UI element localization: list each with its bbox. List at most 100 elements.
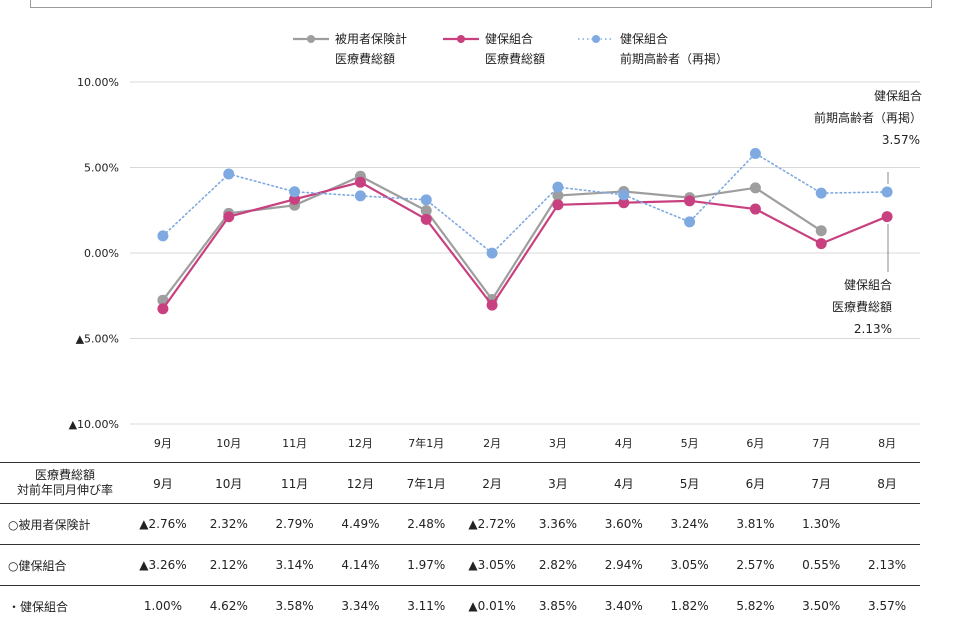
data-point [750,148,761,159]
x-tick-label: 12月 [348,437,373,450]
data-point [816,225,827,236]
legend-label: 前期高齢者（再掲） [620,51,728,66]
legend-label: 被用者保険計 [335,31,407,46]
value-cell [854,504,920,545]
value-cell: 3.11% [393,586,459,626]
value-cell: 3.34% [328,586,394,626]
callout-text: 2.13% [854,322,892,336]
data-point [157,303,168,314]
callout-text: 健保組合 [844,277,892,292]
month-header-cell: 6月 [723,463,789,504]
data-point [882,186,893,197]
value-cell: ▲3.05% [459,545,525,586]
value-cell: 3.24% [657,504,723,545]
value-cell: 2.32% [196,504,262,545]
value-cell: 3.85% [525,586,591,626]
row-label: ○健保組合 [0,545,130,586]
callout-text: 医療費総額 [832,299,892,314]
y-tick-label: 5.00% [84,162,119,175]
row-label: ○被用者保険計 [0,504,130,545]
value-cell: 3.81% [723,504,789,545]
callout-text: 3.57% [882,133,920,147]
data-point [355,190,366,201]
month-header-cell: 2月 [459,463,525,504]
value-cell: 4.62% [196,586,262,626]
value-cell: 3.57% [854,586,920,626]
value-cell: 0.55% [788,545,854,586]
row-label: ・健保組合 [0,586,130,626]
series-lines [157,148,892,314]
y-tick-label: 10.00% [77,76,119,89]
month-header-cell: 7月 [788,463,854,504]
data-point [882,211,893,222]
series-2 [157,148,892,259]
table-row: ○被用者保険計▲2.76%2.32%2.79%4.49%2.48%▲2.72%3… [0,504,920,545]
value-cell: ▲2.76% [130,504,196,545]
value-cell: 3.40% [591,586,657,626]
data-point [552,199,563,210]
x-tick-label: 8月 [878,437,896,450]
series-0 [157,171,826,306]
value-cell: 5.82% [723,586,789,626]
value-cell: 1.82% [657,586,723,626]
y-axis-ticks: 10.00%5.00%0.00%▲5.00%▲10.00% [69,76,119,431]
x-tick-label: 2月 [483,437,501,450]
value-cell: 3.14% [262,545,328,586]
value-cell: 2.12% [196,545,262,586]
month-header-cell: 5月 [657,463,723,504]
value-cell: 1.97% [393,545,459,586]
y-tick-label: ▲10.00% [69,418,119,431]
data-point [552,182,563,193]
data-point [487,248,498,259]
value-cell: ▲0.01% [459,586,525,626]
month-header-cell: 11月 [262,463,328,504]
month-header-cell: 9月 [130,463,196,504]
data-point [684,216,695,227]
legend-swatch-marker [457,35,465,43]
header-label-line: 対前年同月伸び率 [0,483,130,498]
month-header-cell: 10月 [196,463,262,504]
data-point [750,204,761,215]
legend-swatch-marker [307,35,315,43]
y-tick-label: 0.00% [84,247,119,260]
callout-text: 前期高齢者（再掲） [814,110,922,125]
value-cell: 2.94% [591,545,657,586]
series-line [163,176,821,300]
legend-label: 医療費総額 [335,51,395,66]
value-cell: 2.57% [723,545,789,586]
legend-label: 健保組合 [620,31,668,46]
legend-label: 健保組合 [485,31,533,46]
x-tick-label: 7年1月 [408,436,444,450]
x-tick-label: 6月 [746,437,764,450]
data-point [750,182,761,193]
data-point [157,230,168,241]
table-header-label: 医療費総額対前年同月伸び率 [0,463,130,504]
x-tick-label: 4月 [615,437,633,450]
data-point [355,177,366,188]
value-cell: ▲2.72% [459,504,525,545]
value-cell: 3.58% [262,586,328,626]
table-row: ○健保組合▲3.26%2.12%3.14%4.14%1.97%▲3.05%2.8… [0,545,920,586]
data-point [223,211,234,222]
value-cell: 3.50% [788,586,854,626]
x-tick-label: 5月 [681,437,699,450]
x-tick-label: 11月 [282,437,307,450]
data-point [684,195,695,206]
x-tick-label: 9月 [154,437,172,450]
month-header-cell: 4月 [591,463,657,504]
x-tick-label: 3月 [549,437,567,450]
data-point [421,214,432,225]
data-point [487,300,498,311]
data-point [816,238,827,249]
value-cell: 2.48% [393,504,459,545]
value-cell: 2.79% [262,504,328,545]
value-cell: 3.05% [657,545,723,586]
value-cell: 1.00% [130,586,196,626]
